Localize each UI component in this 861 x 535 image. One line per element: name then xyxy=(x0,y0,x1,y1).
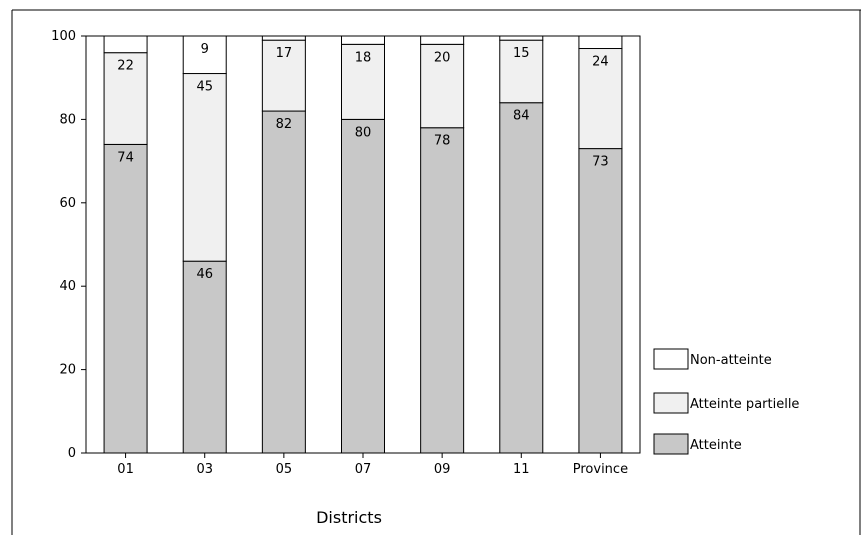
data-label: 45 xyxy=(196,80,213,95)
bar-segment xyxy=(103,143,148,454)
bar-segment xyxy=(578,148,623,454)
data-label: 73 xyxy=(592,155,609,170)
bar-segment xyxy=(103,52,148,145)
bar-segment xyxy=(261,35,306,41)
x-tick-label: 07 xyxy=(355,462,372,477)
bar-segment xyxy=(182,35,227,75)
y-tick-label: 80 xyxy=(59,112,76,127)
data-label: 9 xyxy=(201,42,209,57)
bar-segment xyxy=(578,35,623,50)
bar-segment xyxy=(103,35,148,54)
data-label: 82 xyxy=(276,117,293,132)
legend-swatch xyxy=(653,348,689,370)
x-tick-label: 01 xyxy=(117,462,134,477)
bar-segment xyxy=(499,102,544,454)
bar-segment xyxy=(420,127,465,454)
bar-segment xyxy=(261,39,306,112)
legend-label: Atteinte partielle xyxy=(690,397,799,412)
data-label: 24 xyxy=(592,55,609,70)
x-tick-label: 03 xyxy=(196,462,213,477)
data-label: 18 xyxy=(355,50,372,65)
data-label: 74 xyxy=(117,150,134,165)
legend: Non-atteinte Atteinte partielle Atteinte xyxy=(653,348,799,455)
legend-label: Atteinte xyxy=(690,438,742,453)
legend-swatch xyxy=(653,392,689,414)
bar-segment xyxy=(261,110,306,454)
data-label: 15 xyxy=(513,46,530,61)
data-label: 20 xyxy=(434,50,451,65)
data-label: 84 xyxy=(513,109,530,124)
legend-swatch xyxy=(653,433,689,455)
bar-segment xyxy=(341,43,385,120)
plot-area: 0 20 40 60 80 100 74 22 01 46 45 9 03 82 17 05 80 18 07 78 2… xyxy=(51,29,641,477)
data-label: 46 xyxy=(196,267,213,282)
y-tick-label: 60 xyxy=(59,196,76,211)
data-label: 17 xyxy=(276,46,293,61)
bar-segment xyxy=(182,73,227,262)
data-label: 78 xyxy=(434,134,451,149)
x-axis-title: Districts xyxy=(316,508,382,527)
legend-label: Non-atteinte xyxy=(690,353,772,368)
y-tick-label: 20 xyxy=(59,363,76,378)
bar-segment xyxy=(420,35,465,45)
x-tick-label: 09 xyxy=(434,462,451,477)
bar-segment xyxy=(341,35,385,45)
bar-segment xyxy=(578,48,623,150)
data-label: 80 xyxy=(355,125,372,140)
x-tick-label: Province xyxy=(573,462,628,477)
bar-segment xyxy=(341,118,385,454)
x-tick-label: 05 xyxy=(276,462,293,477)
y-tick-label: 40 xyxy=(59,279,76,294)
x-tick-label: 11 xyxy=(513,462,530,477)
bar-segment xyxy=(182,260,227,454)
bar-segment xyxy=(499,35,544,41)
y-tick-label: 100 xyxy=(51,29,76,44)
y-tick-label: 0 xyxy=(68,446,76,461)
data-label: 22 xyxy=(117,59,134,74)
bar-segment xyxy=(420,43,465,129)
